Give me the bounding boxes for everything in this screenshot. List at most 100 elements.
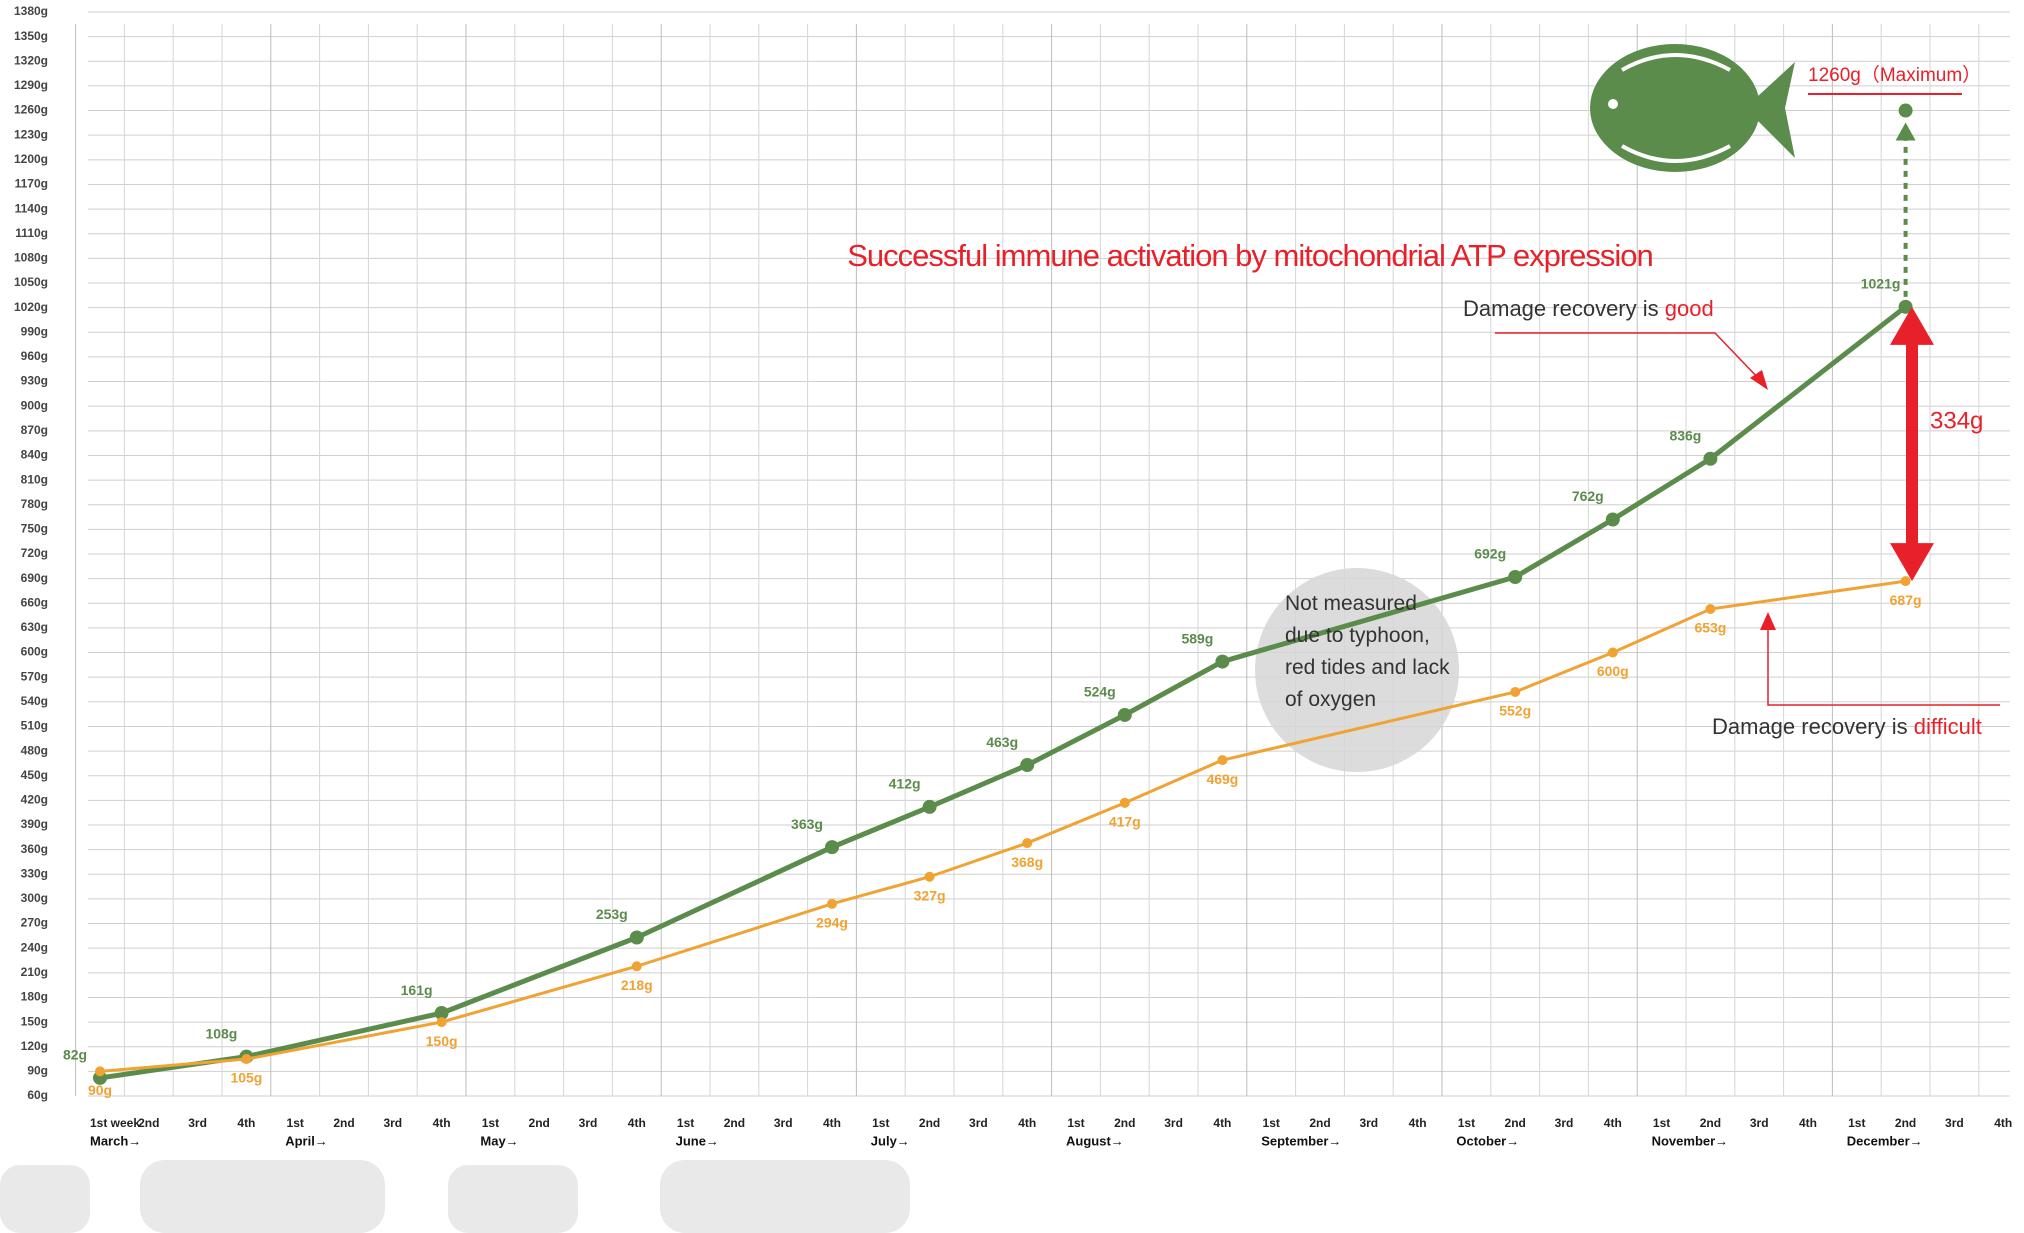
value-label: 105g — [230, 1070, 262, 1086]
value-label: 363g — [791, 816, 823, 832]
y-tick-label: 240g — [21, 940, 48, 954]
maximum-label: 1260g（Maximum） — [1808, 64, 1981, 86]
difficult-note: Damage recovery is difficult — [1712, 714, 1982, 739]
grid — [75, 11, 2010, 1097]
value-label: 836g — [1669, 427, 1701, 443]
x-tick-label: 4th — [1994, 1116, 2012, 1130]
x-tick-label: 1st — [1653, 1116, 1670, 1130]
y-tick-label: 660g — [21, 595, 48, 609]
pointer — [1495, 332, 1763, 383]
y-tick-label: 1380g — [14, 4, 48, 18]
x-tick-label: 1st week — [90, 1116, 140, 1130]
value-label: 90g — [88, 1082, 112, 1098]
value-label: 253g — [596, 906, 628, 922]
x-tick-label: 4th — [1799, 1116, 1817, 1130]
y-tick-label: 510g — [21, 719, 48, 733]
projection-head — [1895, 122, 1916, 141]
y-tick-label: 840g — [21, 448, 48, 462]
y-tick-label: 1140g — [15, 201, 48, 215]
month-label: April→ — [285, 1133, 328, 1148]
pointer — [1767, 625, 2000, 706]
y-tick-label: 210g — [21, 965, 48, 979]
y-tick-label: 120g — [21, 1039, 48, 1053]
value-label: 368g — [1011, 854, 1043, 870]
y-tick-label: 1110g — [15, 226, 48, 240]
x-tick-label: 2nd — [529, 1116, 550, 1130]
point — [1605, 512, 1620, 527]
x-tick-label: 2nd — [919, 1116, 940, 1130]
x-tick-label: 1st — [1848, 1116, 1865, 1130]
point — [1898, 299, 1913, 314]
x-tick-label: 2nd — [138, 1116, 159, 1130]
point — [827, 898, 837, 909]
value-label: 469g — [1206, 771, 1238, 787]
x-tick-label: 2nd — [333, 1116, 354, 1130]
y-tick-label: 1290g — [14, 78, 48, 92]
x-tick-label: 4th — [1604, 1116, 1622, 1130]
point — [922, 799, 937, 814]
x-tick-label: 1st — [1263, 1116, 1280, 1130]
x-tick-label: 1st — [1067, 1116, 1084, 1130]
point — [1703, 451, 1718, 466]
note-text: Damage recovery is — [1463, 296, 1665, 321]
value-label: 463g — [986, 734, 1018, 750]
point — [825, 840, 839, 855]
fish-icon — [1590, 44, 1795, 172]
point — [1215, 654, 1230, 669]
x-tick-label: 3rd — [1555, 1116, 1574, 1130]
marks: 82g 108g 161g 253g 363g 412g 463g 524g 589g 692g 7… — [63, 103, 1934, 1098]
value-label: 687g — [1890, 592, 1922, 608]
background-jars — [0, 1160, 910, 1233]
note-highlight: good — [1665, 296, 1714, 321]
y-tick-label: 1230g — [14, 127, 48, 141]
point — [241, 1054, 252, 1065]
y-tick-label: 870g — [21, 423, 48, 437]
value-label: 108g — [205, 1025, 237, 1041]
value-label: 417g — [1109, 814, 1141, 830]
y-tick-label: 90g — [27, 1064, 48, 1078]
value-label: 327g — [914, 887, 946, 903]
value-label: 218g — [621, 977, 653, 993]
x-tick-label: 3rd — [1359, 1116, 1378, 1130]
y-tick-label: 420g — [21, 793, 48, 807]
month-label: June→ — [676, 1133, 719, 1148]
x-tick-label: 3rd — [579, 1116, 598, 1130]
y-tick-label: 1050g — [14, 275, 48, 289]
arrow-head — [1890, 543, 1934, 582]
value-label: 762g — [1572, 488, 1604, 504]
good-note: Damage recovery is good — [1463, 296, 1714, 321]
y-tick-label: 450g — [21, 768, 48, 782]
x-tick-label: 3rd — [1750, 1116, 1769, 1130]
value-label: 552g — [1499, 703, 1531, 719]
difference-arrow — [1906, 341, 1918, 547]
y-tick-label: 570g — [21, 669, 48, 683]
value-label: 294g — [816, 915, 848, 931]
x-tick-label: 2nd — [724, 1116, 745, 1130]
month-label: October→ — [1456, 1133, 1519, 1148]
point — [631, 961, 642, 972]
y-tick-label: 1320g — [14, 53, 48, 67]
y-tick-label: 390g — [21, 817, 48, 831]
x-tick-label: 4th — [237, 1116, 255, 1130]
value-label: 82g — [63, 1047, 87, 1063]
x-tick-label: 4th — [628, 1116, 646, 1130]
note-highlight: difficult — [1914, 714, 1982, 739]
gap-note: Not measured due to typhoon, red tides a… — [1285, 592, 1450, 711]
y-tick-label: 1170g — [15, 177, 48, 191]
month-label: December→ — [1847, 1133, 1923, 1148]
y-tick-label: 1200g — [14, 152, 48, 166]
y-tick-label: 780g — [21, 497, 48, 511]
point — [1020, 758, 1035, 773]
y-tick-label: 930g — [21, 374, 48, 388]
y-tick-label: 990g — [21, 324, 48, 338]
y-tick-label: 540g — [21, 694, 48, 708]
y-tick-label: 60g — [27, 1088, 48, 1102]
y-tick-label: 1080g — [14, 251, 48, 265]
x-tick-label: 2nd — [1700, 1116, 1721, 1130]
x-tick-label: 4th — [1213, 1116, 1231, 1130]
x-tick-label: 4th — [1018, 1116, 1036, 1130]
chart-title: Successful immune activation by mitochon… — [847, 238, 1653, 273]
y-tick-label: 300g — [21, 891, 48, 905]
x-tick-label: 2nd — [1505, 1116, 1526, 1130]
